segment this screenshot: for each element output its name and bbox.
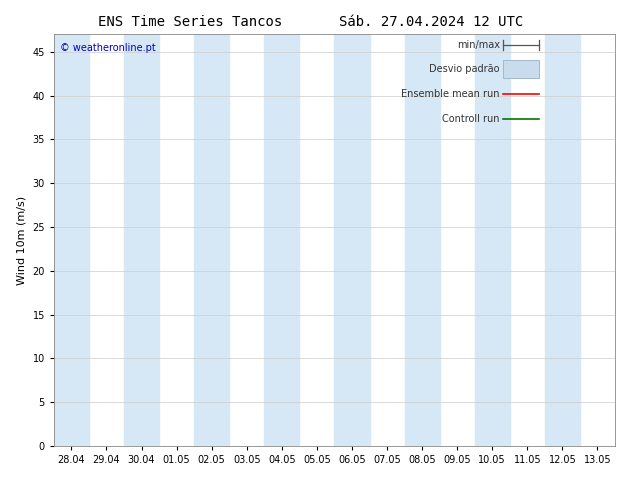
- Text: min/max: min/max: [457, 40, 500, 49]
- Bar: [54, 34, 89, 446]
- Text: ENS Time Series Tancos: ENS Time Series Tancos: [98, 15, 282, 29]
- Text: Ensemble mean run: Ensemble mean run: [401, 89, 500, 99]
- Bar: [503, 60, 540, 78]
- Bar: [124, 34, 159, 446]
- Text: Controll run: Controll run: [443, 114, 500, 123]
- Text: Sáb. 27.04.2024 12 UTC: Sáb. 27.04.2024 12 UTC: [339, 15, 523, 29]
- Y-axis label: Wind 10m (m/s): Wind 10m (m/s): [17, 196, 27, 285]
- Bar: [404, 34, 439, 446]
- Bar: [264, 34, 299, 446]
- Bar: [475, 34, 510, 446]
- Bar: [335, 34, 370, 446]
- Bar: [194, 34, 230, 446]
- Text: Desvio padrão: Desvio padrão: [429, 64, 500, 74]
- Text: © weatheronline.pt: © weatheronline.pt: [60, 43, 155, 52]
- Bar: [545, 34, 580, 446]
